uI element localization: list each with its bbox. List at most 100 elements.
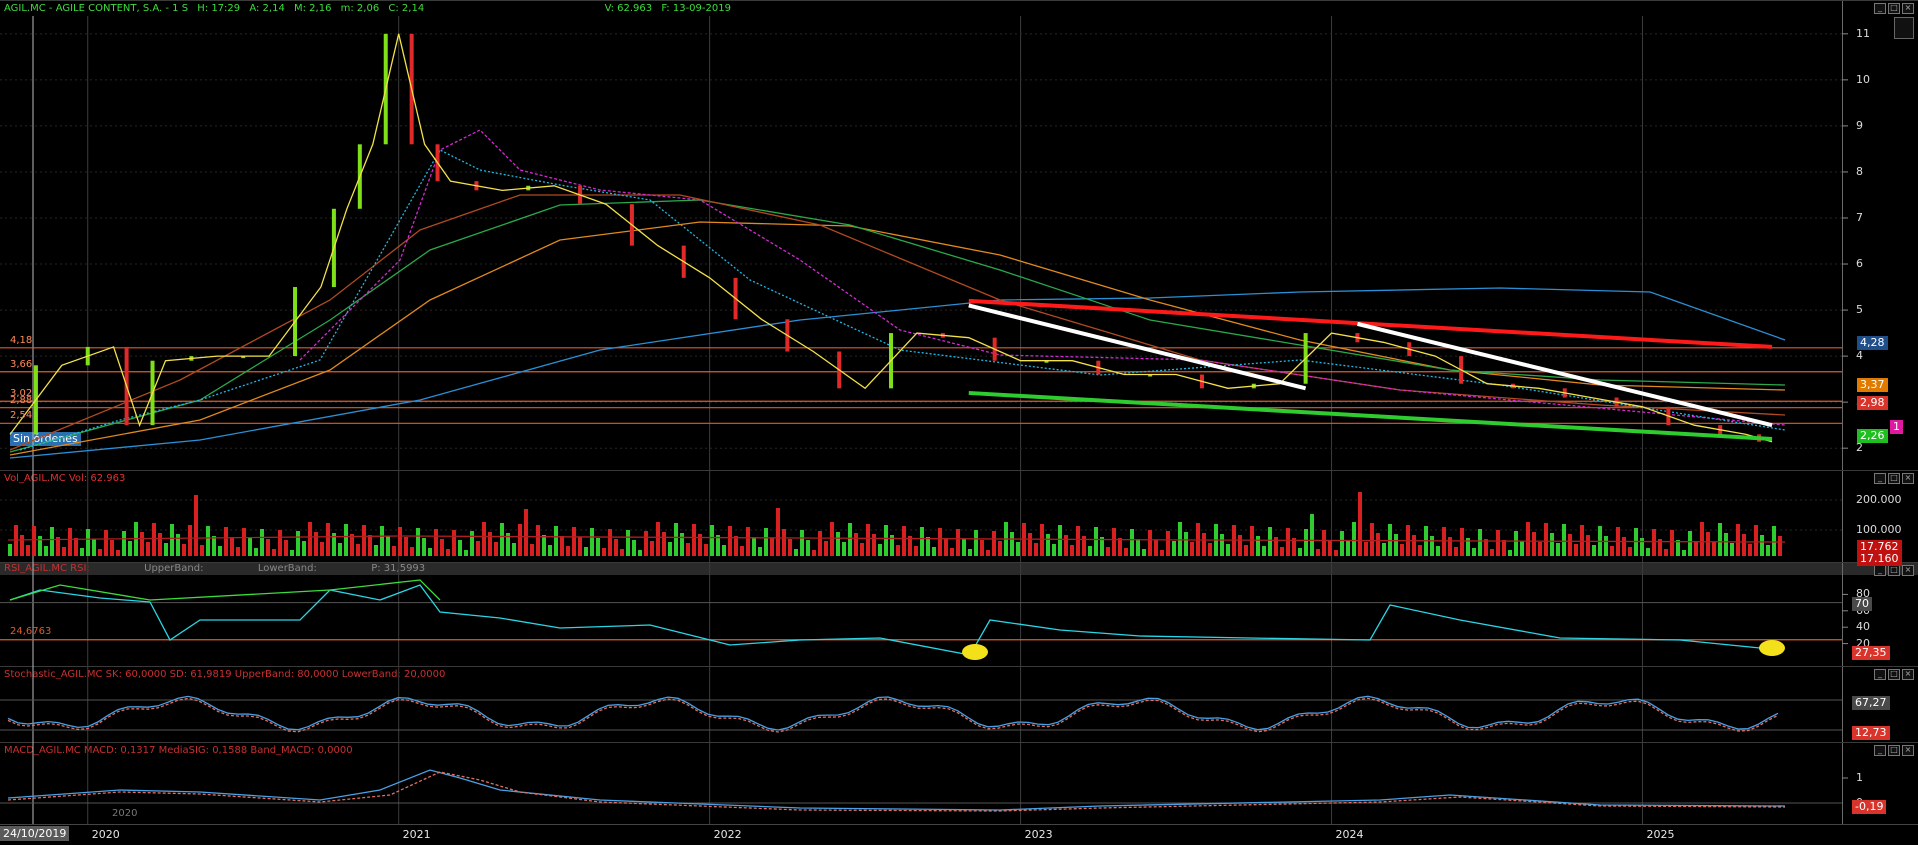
volume-bar	[1286, 528, 1290, 556]
minimize-icon[interactable]: _	[1874, 473, 1886, 484]
volume-bar	[1430, 536, 1434, 556]
volume-bar	[1160, 550, 1164, 556]
volume-bar	[548, 545, 552, 556]
volume-bar	[1076, 526, 1080, 556]
stoch-sk-line	[7, 695, 1779, 731]
volume-bar	[932, 547, 936, 556]
volume-bar	[296, 531, 300, 556]
volume-bar	[1658, 539, 1662, 556]
volume-bar	[92, 539, 96, 556]
volume-bar	[38, 536, 42, 556]
volume-bar	[1010, 532, 1014, 556]
volume-bar	[1574, 544, 1578, 556]
volume-bar	[1112, 528, 1116, 556]
volume-bar	[1346, 541, 1350, 556]
volume-bar	[710, 525, 714, 556]
restore-icon[interactable]: □	[1888, 3, 1900, 14]
volume-bar	[1748, 544, 1752, 556]
restore-icon[interactable]: □	[1888, 745, 1900, 756]
volume-bar	[752, 537, 756, 556]
volume-bar	[386, 536, 390, 556]
volume-bar	[1514, 531, 1518, 556]
volume-bar	[1508, 550, 1512, 556]
volume-bar	[806, 540, 810, 556]
volume-bar	[590, 528, 594, 556]
close-icon[interactable]: ×	[1902, 669, 1914, 680]
volume-window-buttons: _ □ ×	[1874, 473, 1914, 484]
volume-bar	[290, 550, 294, 556]
volume-bar	[1244, 545, 1248, 556]
restore-icon[interactable]: □	[1888, 669, 1900, 680]
stoch-tag: 67,27	[1852, 696, 1890, 710]
volume-bar	[1028, 533, 1032, 556]
volume-bar	[356, 544, 360, 556]
volume-bar	[1370, 523, 1374, 556]
close-icon[interactable]: ×	[1902, 3, 1914, 14]
price-axis-line	[1842, 1, 1843, 471]
volume-bar	[1148, 530, 1152, 556]
price-tick-label: 4	[1856, 349, 1863, 363]
volume-bar	[890, 535, 894, 556]
volume-bar	[602, 548, 606, 556]
volume-bar	[1256, 536, 1260, 556]
price-candle	[241, 356, 246, 359]
scroll-handle[interactable]	[1894, 17, 1914, 39]
volume-bar	[302, 541, 306, 556]
volume-bar	[272, 549, 276, 556]
volume-bar	[80, 548, 84, 556]
volume-bar	[1772, 526, 1776, 556]
volume-bar	[1712, 542, 1716, 556]
volume-bar	[284, 540, 288, 556]
volume-bar	[1604, 536, 1608, 556]
volume-bar	[254, 548, 258, 556]
year-label: 2021	[402, 828, 431, 841]
volume-bar	[1484, 539, 1488, 556]
volume-bar	[902, 526, 906, 556]
volume-bar	[782, 529, 786, 556]
rsi-high-line	[9, 579, 441, 601]
volume-bar	[656, 522, 660, 556]
close-icon[interactable]: ×	[1902, 473, 1914, 484]
volume-bar	[530, 544, 534, 556]
volume-bar	[416, 528, 420, 556]
restore-icon[interactable]: □	[1888, 473, 1900, 484]
volume-bar	[1670, 530, 1674, 556]
volume-bar	[764, 528, 768, 556]
close-icon[interactable]: ×	[1902, 565, 1914, 576]
volume-bar	[572, 527, 576, 556]
level-label: 3,02	[10, 388, 33, 400]
price-tag: 2,26	[1857, 429, 1888, 444]
volume-bar	[446, 549, 450, 556]
volume-bar	[1178, 522, 1182, 556]
volume-bar	[704, 544, 708, 556]
volume-bar	[248, 538, 252, 556]
volume-bar	[110, 540, 114, 556]
volume-bar	[380, 526, 384, 556]
volume-bar	[128, 541, 132, 556]
volume-bar	[1562, 524, 1566, 556]
volume-bar	[1358, 492, 1362, 556]
volume-bar	[740, 546, 744, 556]
volume-bar	[1466, 538, 1470, 556]
macd-signal-line	[7, 771, 1786, 812]
rsi-line	[9, 584, 1761, 656]
volume-bar	[278, 530, 282, 556]
volume-bar	[1442, 527, 1446, 556]
year-label: 2023	[1024, 828, 1053, 841]
price-window-buttons: _ □ ×	[1874, 3, 1914, 14]
minimize-icon[interactable]: _	[1874, 3, 1886, 14]
volume-ma-line	[7, 535, 1786, 543]
volume-bar	[626, 530, 630, 556]
volume-bar	[1556, 543, 1560, 556]
volume-bar	[1208, 543, 1212, 556]
minimize-icon[interactable]: _	[1874, 745, 1886, 756]
close-icon[interactable]: ×	[1902, 745, 1914, 756]
volume-bar	[44, 546, 48, 556]
volume-bar	[1460, 528, 1464, 556]
volume-bar	[1454, 547, 1458, 556]
minimize-icon[interactable]: _	[1874, 669, 1886, 680]
price-candle	[1044, 360, 1049, 363]
stochastic-header: Stochastic_AGIL.MC SK: 60,0000 SD: 61,98…	[4, 669, 446, 680]
volume-bar	[692, 524, 696, 556]
header-m: M: 2,16	[294, 3, 332, 14]
